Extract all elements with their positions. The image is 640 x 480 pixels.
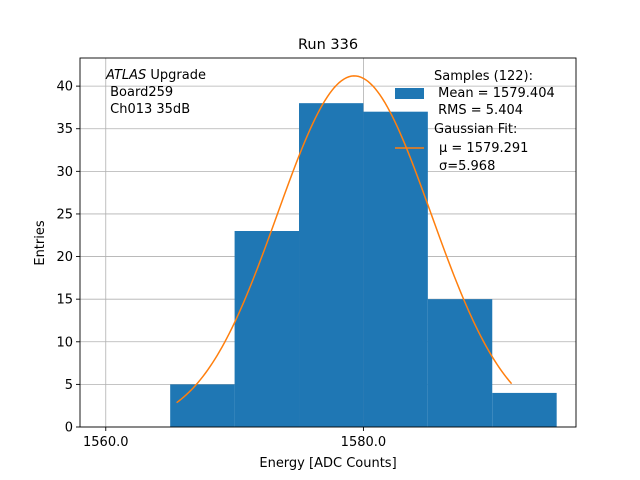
histogram-bar — [234, 230, 300, 427]
y-tick-label: 35 — [56, 122, 73, 137]
x-axis-label: Energy [ADC Counts] — [259, 456, 396, 471]
y-tick-label: 25 — [56, 207, 73, 222]
y-tick-label: 20 — [56, 250, 73, 265]
y-tick-label: 40 — [56, 80, 73, 95]
atlas-label: ATLAS — [105, 68, 146, 83]
legend-samples-label: Samples (122): — [434, 69, 533, 84]
axis-ticks: 1560.0 1580.0 0 5 10 15 20 25 30 35 40 — [56, 80, 386, 450]
y-tick-label: 5 — [65, 378, 73, 393]
histogram-bar — [427, 299, 493, 427]
gaussian-fit-curve — [176, 75, 513, 404]
y-axis-label: Entries — [33, 220, 48, 266]
axes-frame — [79, 57, 577, 428]
histogram-bar — [299, 103, 364, 427]
atlas-annotation: ATLAS Upgrade Board259 Ch013 35dB — [105, 68, 206, 117]
histogram-bar — [492, 392, 557, 427]
legend: Samples (122): Mean = 1579.404 RMS = 5.4… — [395, 69, 555, 174]
histogram-bar — [363, 111, 428, 427]
legend-mu-label: μ = 1579.291 — [439, 141, 528, 156]
legend-mean-label: Mean = 1579.404 — [434, 86, 555, 101]
y-tick-label: 10 — [56, 335, 73, 350]
annotation-line-1: ATLAS Upgrade — [105, 68, 206, 83]
y-tick-label: 0 — [65, 421, 73, 436]
annotation-board: Board259 — [106, 85, 173, 100]
x-tick-label: 1560.0 — [83, 435, 129, 450]
legend-histogram-swatch — [395, 88, 424, 99]
y-tick-label: 30 — [56, 165, 73, 180]
y-tick-label: 15 — [56, 293, 73, 308]
histogram-bars — [170, 103, 557, 427]
legend-fit-title: Gaussian Fit: — [434, 122, 517, 137]
histogram-bar — [170, 384, 235, 427]
x-tick-label: 1580.0 — [341, 435, 387, 450]
legend-rms-label: RMS = 5.404 — [434, 103, 523, 118]
upgrade-label: Upgrade — [146, 68, 206, 83]
legend-sigma-label: σ=5.968 — [439, 159, 495, 174]
annotation-channel: Ch013 35dB — [106, 102, 190, 117]
chart-title: Run 336 — [298, 37, 358, 53]
